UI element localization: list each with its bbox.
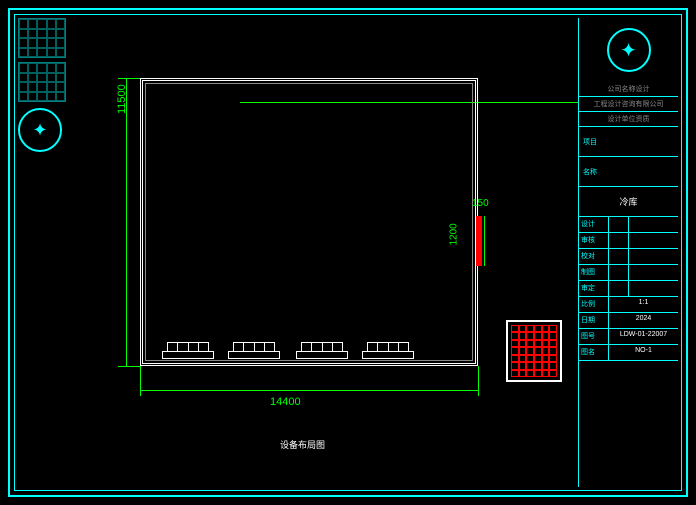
row-val — [629, 281, 678, 296]
company-name-3: 设计单位资质 — [579, 112, 678, 127]
dim-door-h: 1200 — [449, 223, 460, 245]
name-label: 名称 — [583, 169, 597, 176]
dim-ext-1 — [118, 78, 140, 79]
tb-row: 设计 — [579, 217, 678, 233]
footer-label: 图号 — [579, 329, 609, 344]
grid-block-2 — [18, 62, 66, 102]
dim-line-bottom — [140, 390, 478, 391]
center-text: 冷库 — [619, 197, 637, 207]
left-logo-icon: ✦ — [18, 108, 62, 152]
row-l2 — [609, 217, 629, 232]
row-l2 — [609, 249, 629, 264]
room-inner — [145, 83, 473, 361]
row-val — [629, 265, 678, 280]
equipment-unit-4 — [362, 342, 414, 362]
footer-val: 2024 — [609, 313, 678, 328]
row-l2 — [609, 281, 629, 296]
tb-row: 校对 — [579, 249, 678, 265]
row-label: 设计 — [579, 217, 609, 232]
row-label: 制图 — [579, 265, 609, 280]
equip-grid — [511, 325, 557, 377]
row-l2 — [609, 233, 629, 248]
left-panel: ✦ — [18, 18, 70, 152]
door-marker — [476, 216, 482, 266]
dim-ext-3 — [140, 366, 141, 396]
company-name-2: 工程设计咨询有限公司 — [579, 97, 678, 112]
dim-line-left — [126, 78, 127, 366]
dim-door-w: 150 — [472, 198, 489, 209]
tb-footer: 比例1:1日期2024图号LDW-01-22007图名NO-1 — [579, 297, 678, 361]
row-label: 审定 — [579, 281, 609, 296]
company-logo-icon: ✦ — [607, 28, 651, 72]
tb-row: 审定 — [579, 281, 678, 297]
footer-label: 比例 — [579, 297, 609, 312]
tb-rows: 设计审核校对制图审定 — [579, 217, 678, 297]
row-val — [629, 249, 678, 264]
equipment-unit-1 — [162, 342, 214, 362]
row-val — [629, 217, 678, 232]
footer-label: 图名 — [579, 345, 609, 360]
tb-center: 冷库 — [579, 187, 678, 217]
dim-height-label: 11500 — [116, 84, 128, 114]
tb-row: 制图 — [579, 265, 678, 281]
tb-footer-row: 图名NO-1 — [579, 345, 678, 361]
tb-name: 名称 — [579, 157, 678, 187]
tb-proj: 项目 — [579, 127, 678, 157]
row-label: 校对 — [579, 249, 609, 264]
dim-ext-4 — [478, 366, 479, 396]
tb-footer-row: 日期2024 — [579, 313, 678, 329]
equipment-unit-3 — [296, 342, 348, 362]
row-label: 审核 — [579, 233, 609, 248]
tb-footer-row: 图号LDW-01-22007 — [579, 329, 678, 345]
grid-block-1 — [18, 18, 66, 58]
row-l2 — [609, 265, 629, 280]
tb-footer-row: 比例1:1 — [579, 297, 678, 313]
room-outline — [140, 78, 478, 366]
tb-row: 审核 — [579, 233, 678, 249]
equipment-unit-2 — [228, 342, 280, 362]
row-val — [629, 233, 678, 248]
proj-label: 项目 — [583, 139, 597, 146]
dim-ext-2 — [118, 366, 140, 367]
dim-width-label: 14400 — [270, 396, 301, 408]
drawing-title: 设备布局图 — [280, 438, 325, 451]
footer-label: 日期 — [579, 313, 609, 328]
footer-val: 1:1 — [609, 297, 678, 312]
company-name-1: 公司名称设计 — [579, 82, 678, 97]
footer-val: NO-1 — [609, 345, 678, 360]
title-block: ✦ 公司名称设计 工程设计咨询有限公司 设计单位资质 项目 名称 冷库 设计审核… — [578, 18, 678, 487]
footer-val: LDW-01-22007 — [609, 329, 678, 344]
external-equipment — [506, 320, 562, 382]
dim-door-line — [484, 216, 485, 266]
